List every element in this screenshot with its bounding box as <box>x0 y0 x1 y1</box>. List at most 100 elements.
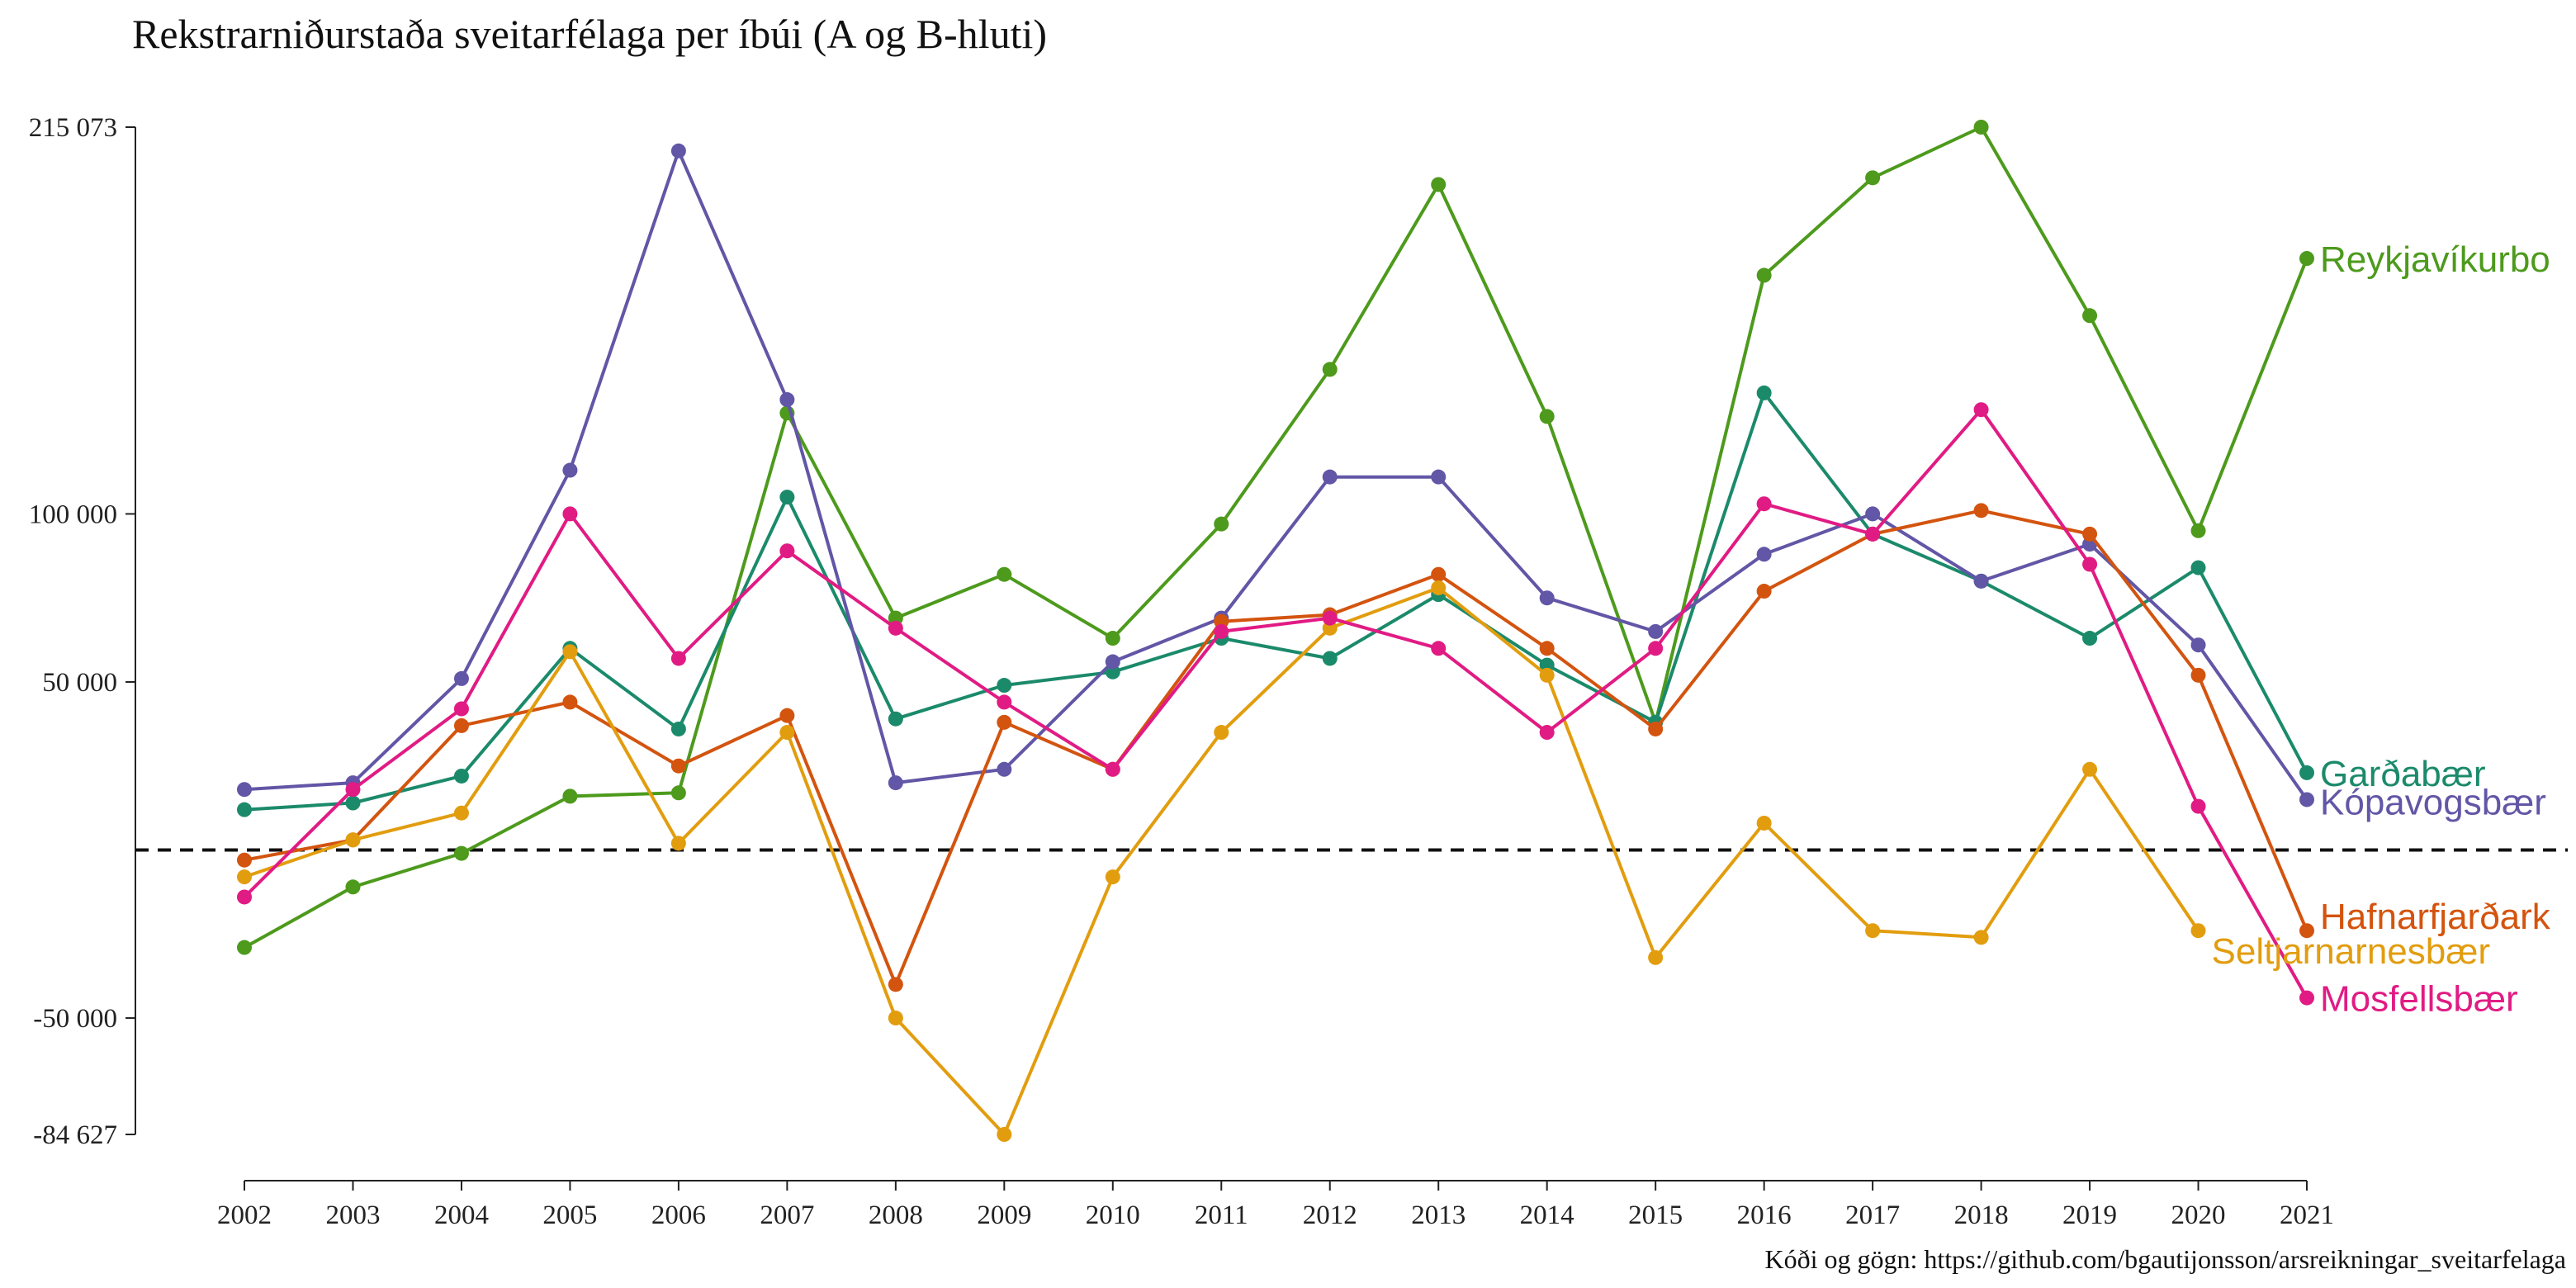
data-point <box>670 721 686 736</box>
series-layer <box>237 120 2314 1142</box>
data-point <box>997 678 1012 694</box>
data-point <box>997 714 1012 730</box>
x-tick-label: 2004 <box>434 1200 489 1230</box>
data-point <box>1431 566 1447 582</box>
data-point <box>2299 792 2314 807</box>
data-point <box>670 651 686 666</box>
data-point <box>670 143 686 159</box>
series-label: Hafnarfjarðark <box>2320 897 2551 937</box>
x-tick-label: 2017 <box>1845 1200 1900 1230</box>
data-point <box>1973 120 1989 135</box>
data-point <box>453 670 469 686</box>
data-point <box>453 701 469 717</box>
data-point <box>1865 526 1881 542</box>
data-point <box>2299 251 2314 267</box>
series-label: Reykjavíkurbo <box>2320 239 2550 280</box>
data-point <box>237 802 252 817</box>
data-point <box>779 543 795 559</box>
data-point <box>237 869 252 885</box>
data-point <box>1973 573 1989 589</box>
data-point <box>562 644 578 660</box>
data-point <box>1539 725 1555 741</box>
data-point <box>997 694 1012 710</box>
data-point <box>562 694 578 710</box>
chart-title: Rekstrarniðurstaða sveitarfélaga per íbú… <box>132 11 1047 57</box>
data-point <box>562 788 578 804</box>
data-point <box>2299 990 2314 1006</box>
x-tick-label: 2016 <box>1737 1200 1792 1230</box>
x-tick-label: 2011 <box>1195 1200 1248 1230</box>
x-tick-label: 2013 <box>1411 1200 1466 1230</box>
data-point <box>2299 765 2314 780</box>
data-point <box>1322 362 1338 377</box>
data-point <box>1756 385 1772 400</box>
series-label: Garðabær <box>2320 754 2486 794</box>
x-tick-label: 2005 <box>542 1200 597 1230</box>
data-point <box>1865 506 1881 522</box>
data-point <box>1431 469 1447 485</box>
data-point <box>670 785 686 801</box>
data-point <box>779 490 795 505</box>
data-point <box>1756 268 1772 283</box>
data-point <box>2190 637 2206 653</box>
x-tick-label: 2020 <box>2171 1200 2226 1230</box>
data-point <box>1322 610 1338 626</box>
data-point <box>1865 923 1881 939</box>
x-tick-label: 2015 <box>1628 1200 1683 1230</box>
data-point <box>237 889 252 905</box>
x-tick-label: 2003 <box>325 1200 380 1230</box>
data-point <box>779 725 795 741</box>
data-point <box>888 711 903 727</box>
y-tick-label: 100 000 <box>29 500 117 529</box>
data-point <box>345 795 361 811</box>
series-label: Kópavogsbær <box>2320 782 2546 822</box>
series-line <box>244 509 2308 987</box>
series-line <box>244 391 2308 812</box>
data-point <box>1214 516 1229 532</box>
data-point <box>2190 798 2206 814</box>
x-tick-label: 2002 <box>217 1200 272 1230</box>
data-point <box>2190 923 2206 939</box>
data-point <box>2082 631 2098 646</box>
x-tick-label: 2009 <box>977 1200 1031 1230</box>
data-point <box>453 717 469 733</box>
series-mosfellsb-r <box>237 402 2314 1006</box>
data-point <box>670 758 686 774</box>
data-point <box>2082 526 2098 542</box>
data-point <box>2190 667 2206 683</box>
data-point <box>1105 631 1120 646</box>
series-line <box>244 586 2200 1136</box>
data-point <box>1105 654 1120 670</box>
data-point <box>1648 949 1664 965</box>
data-point <box>1214 623 1229 639</box>
data-point <box>1973 503 1989 519</box>
data-point <box>1214 725 1229 741</box>
series-label: Mosfellsbær <box>2320 979 2518 1020</box>
x-tick-label: 2019 <box>2062 1200 2117 1230</box>
data-point <box>453 845 469 861</box>
data-point <box>1539 409 1555 424</box>
data-point <box>453 805 469 821</box>
data-point <box>237 852 252 868</box>
data-point <box>1431 580 1447 595</box>
data-point <box>345 782 361 798</box>
data-point <box>2299 923 2314 939</box>
series-line <box>243 408 2308 999</box>
data-point <box>1756 547 1772 562</box>
data-point <box>997 761 1012 777</box>
series-line <box>244 149 2308 801</box>
x-tick-label: 2006 <box>651 1200 706 1230</box>
data-point <box>237 940 252 955</box>
x-tick-label: 2021 <box>2280 1200 2334 1230</box>
series-label: Seltjarnarnesbær <box>2212 931 2491 972</box>
x-tick-label: 2008 <box>869 1200 923 1230</box>
data-point <box>1756 584 1772 599</box>
data-point <box>453 768 469 784</box>
data-point <box>562 462 578 478</box>
x-tick-label: 2010 <box>1086 1200 1140 1230</box>
x-tick-label: 2007 <box>760 1200 814 1230</box>
data-point <box>237 782 252 798</box>
data-point <box>345 879 361 895</box>
y-tick-label: 215 073 <box>29 113 117 143</box>
data-point <box>1648 721 1664 736</box>
